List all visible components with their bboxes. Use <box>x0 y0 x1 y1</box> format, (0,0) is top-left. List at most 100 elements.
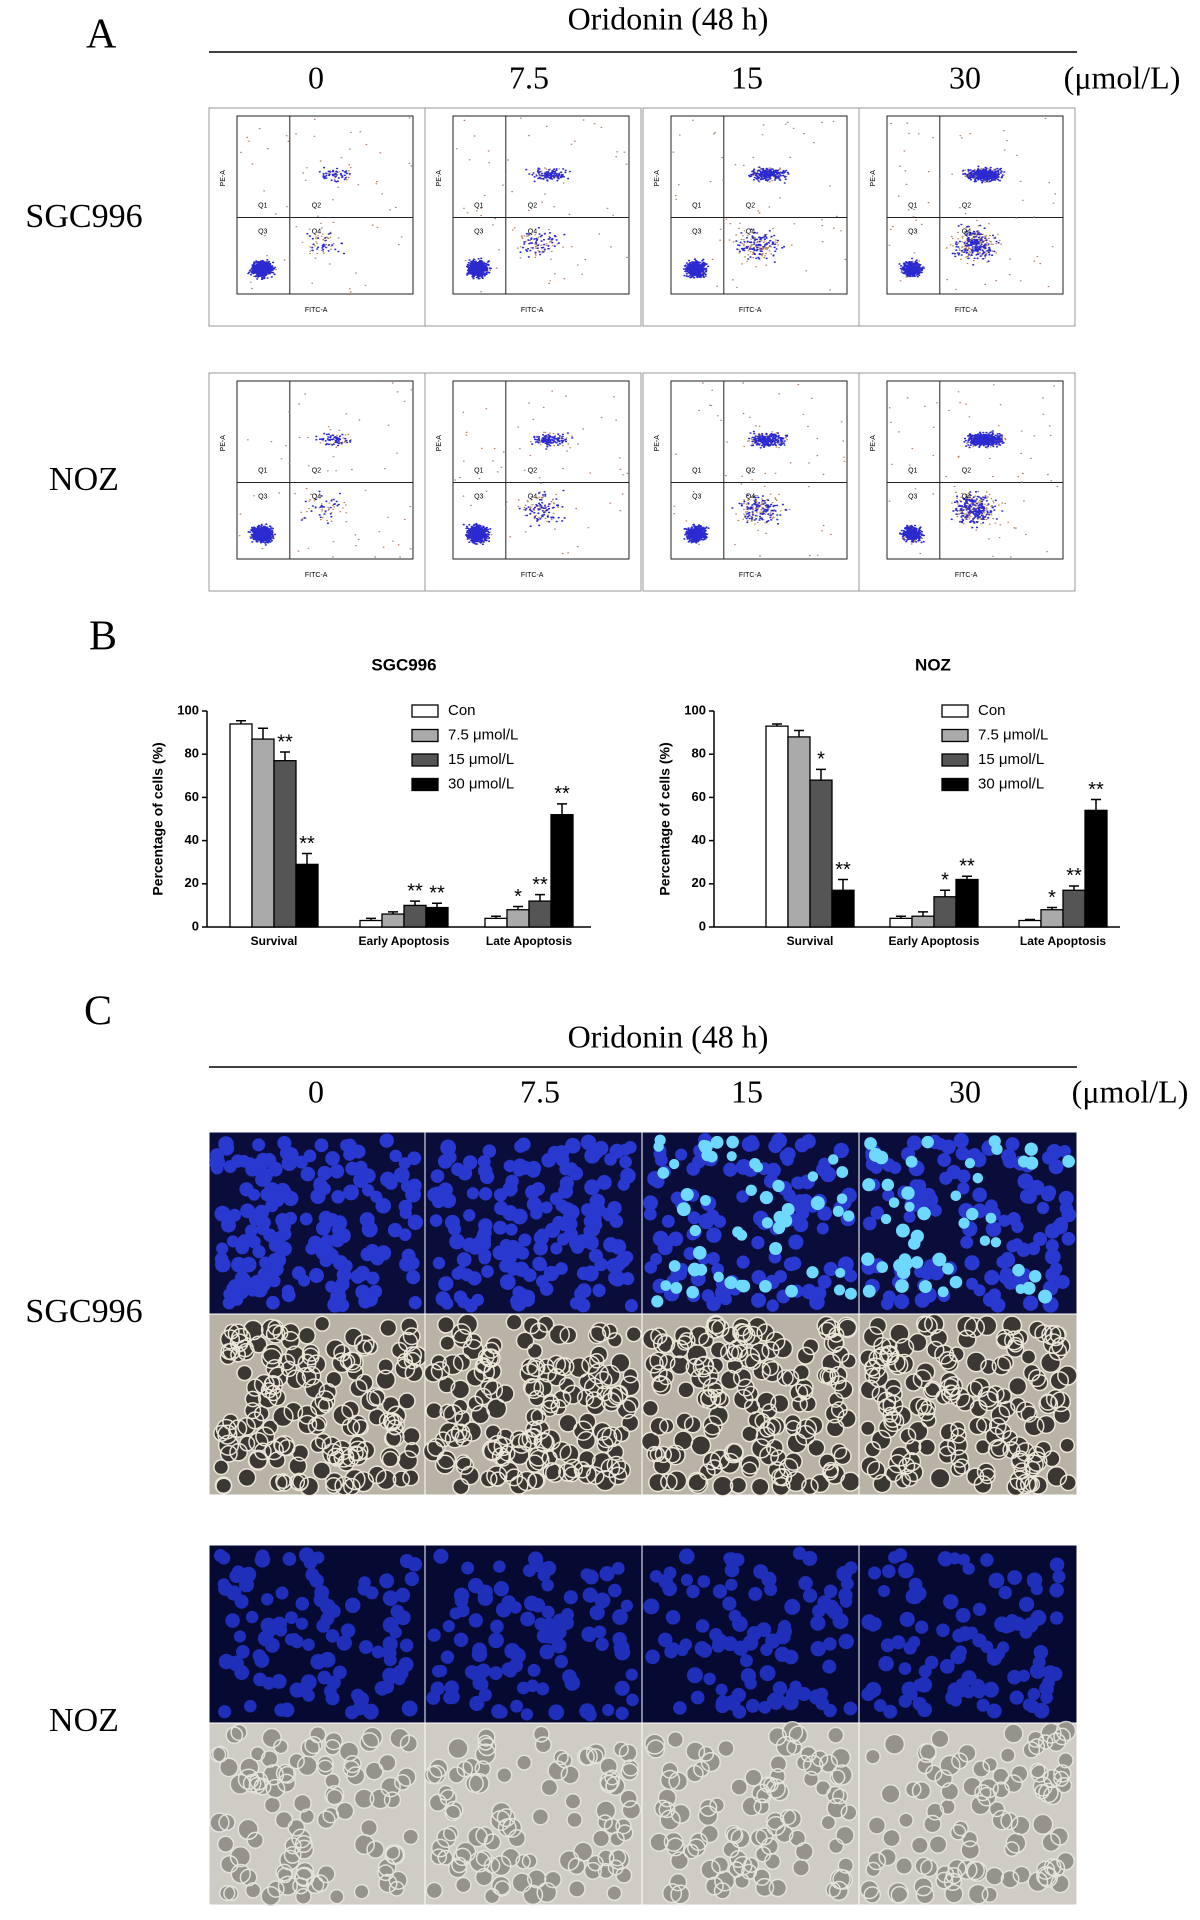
bar <box>933 896 957 928</box>
y-tick-label: 80 <box>185 746 199 761</box>
significance-label: ** <box>532 874 548 896</box>
bar <box>381 913 405 928</box>
bar <box>229 723 253 928</box>
x-tick-label: Late Apoptosis <box>1020 934 1107 948</box>
error-bar <box>432 902 442 908</box>
x-tick-label: Survival <box>787 934 834 948</box>
bar <box>1018 919 1042 928</box>
y-tick-label: 40 <box>185 832 199 847</box>
panel-label: B <box>89 614 117 660</box>
bar-charts: SGC996 Percentage of cells (%) 0 20 40 60 80 10… <box>150 655 1120 948</box>
quadrant-label: Q3 <box>258 493 267 500</box>
error-bar <box>366 917 376 921</box>
cells <box>422 1313 642 1496</box>
quadrant-label: Q2 <box>746 467 755 474</box>
quadrant-label: Q4 <box>312 493 321 500</box>
flow-x-label: FITC-A <box>521 307 544 314</box>
dose-label: 15 <box>731 59 763 95</box>
micrographs <box>208 1131 1078 1907</box>
flow-y-label: PE-A <box>436 435 443 452</box>
flow-x-label: FITC-A <box>305 572 328 579</box>
quadrant-label: Q3 <box>692 493 701 500</box>
bar <box>295 863 319 928</box>
quadrant-label: Q2 <box>962 202 971 209</box>
x-tick-label: Early Apoptosis <box>359 934 450 948</box>
bar <box>484 917 508 928</box>
quadrant-label: Q1 <box>908 202 917 209</box>
y-tick-label: 20 <box>692 875 706 890</box>
y-tick-label: 40 <box>692 832 706 847</box>
y-tick-label: 0 <box>192 918 199 933</box>
chart-title: SGC996 <box>371 655 436 674</box>
cells <box>423 1725 642 1906</box>
legend-label: Con <box>448 702 476 719</box>
bar <box>1084 809 1108 928</box>
significance-label: ** <box>835 859 851 881</box>
y-tick-label: 60 <box>692 789 706 804</box>
event-dots <box>462 432 574 545</box>
legend-label: 7.5 μmol/L <box>978 726 1048 743</box>
error-bar <box>410 900 420 906</box>
cells <box>213 1315 428 1497</box>
cells <box>209 1723 420 1907</box>
quadrant-label: Q1 <box>258 202 267 209</box>
bar <box>506 909 530 928</box>
dose-unit: (μmol/L) <box>1064 59 1181 95</box>
flow-plot-area <box>236 380 414 560</box>
error-bar <box>1025 918 1035 921</box>
error-bar <box>302 852 312 865</box>
legend-swatch <box>941 753 969 767</box>
quadrant-label: Q3 <box>474 228 483 235</box>
quadrant-label: Q2 <box>528 467 537 474</box>
legend-swatch <box>941 704 969 718</box>
error-bar <box>1091 798 1101 811</box>
x-tick-label: Early Apoptosis <box>889 934 980 948</box>
legend-label: 7.5 μmol/L <box>448 726 518 743</box>
legend-label: Con <box>978 702 1006 719</box>
bright-nuclei <box>651 1134 857 1308</box>
flow-plot-area <box>452 380 630 560</box>
error-bar <box>794 729 804 737</box>
quadrant-label: Q2 <box>528 202 537 209</box>
quadrant-label: Q4 <box>528 493 537 500</box>
bar <box>273 760 297 928</box>
legend-label: 15 μmol/L <box>978 751 1044 768</box>
quadrant-label: Q1 <box>474 202 483 209</box>
bar <box>955 878 979 928</box>
quadrant-label: Q1 <box>258 467 267 474</box>
flow-plot-area <box>886 380 1064 560</box>
y-tick-label: 100 <box>684 702 706 717</box>
legend-swatch <box>411 728 439 743</box>
flow-plot-area <box>236 115 414 295</box>
quadrant-label: Q3 <box>908 228 917 235</box>
chart-title: NOZ <box>915 655 951 674</box>
dose-label: 7.5 <box>509 59 549 95</box>
quadrant-label: Q2 <box>962 467 971 474</box>
y-tick-label: 0 <box>699 918 706 933</box>
quadrant-label: Q1 <box>474 467 483 474</box>
event-dots <box>682 166 790 279</box>
quadrant-label: Q1 <box>692 467 701 474</box>
treatment-label: Oridonin (48 h) <box>568 1018 769 1054</box>
flow-x-label: FITC-A <box>739 307 762 314</box>
bar <box>889 917 913 928</box>
event-dots <box>898 430 1005 544</box>
quadrant-label: Q3 <box>258 228 267 235</box>
bright-nuclei <box>861 1135 1076 1304</box>
flow-y-label: PE-A <box>436 170 443 187</box>
significance-label: ** <box>407 880 423 902</box>
significance-label: * <box>514 886 522 908</box>
dose-label: 30 <box>949 1073 981 1109</box>
dose-label: 0 <box>308 1073 324 1109</box>
treatment-label: Oridonin (48 h) <box>568 0 769 36</box>
quadrant-label: Q3 <box>908 493 917 500</box>
bar <box>1062 889 1086 928</box>
x-tick-label: Survival <box>251 934 298 948</box>
error-bar <box>816 768 826 781</box>
significance-label: ** <box>429 883 445 905</box>
error-bar <box>280 751 290 761</box>
flow-plot-area <box>670 115 848 295</box>
error-bar <box>557 803 567 815</box>
cells <box>859 1720 1077 1905</box>
